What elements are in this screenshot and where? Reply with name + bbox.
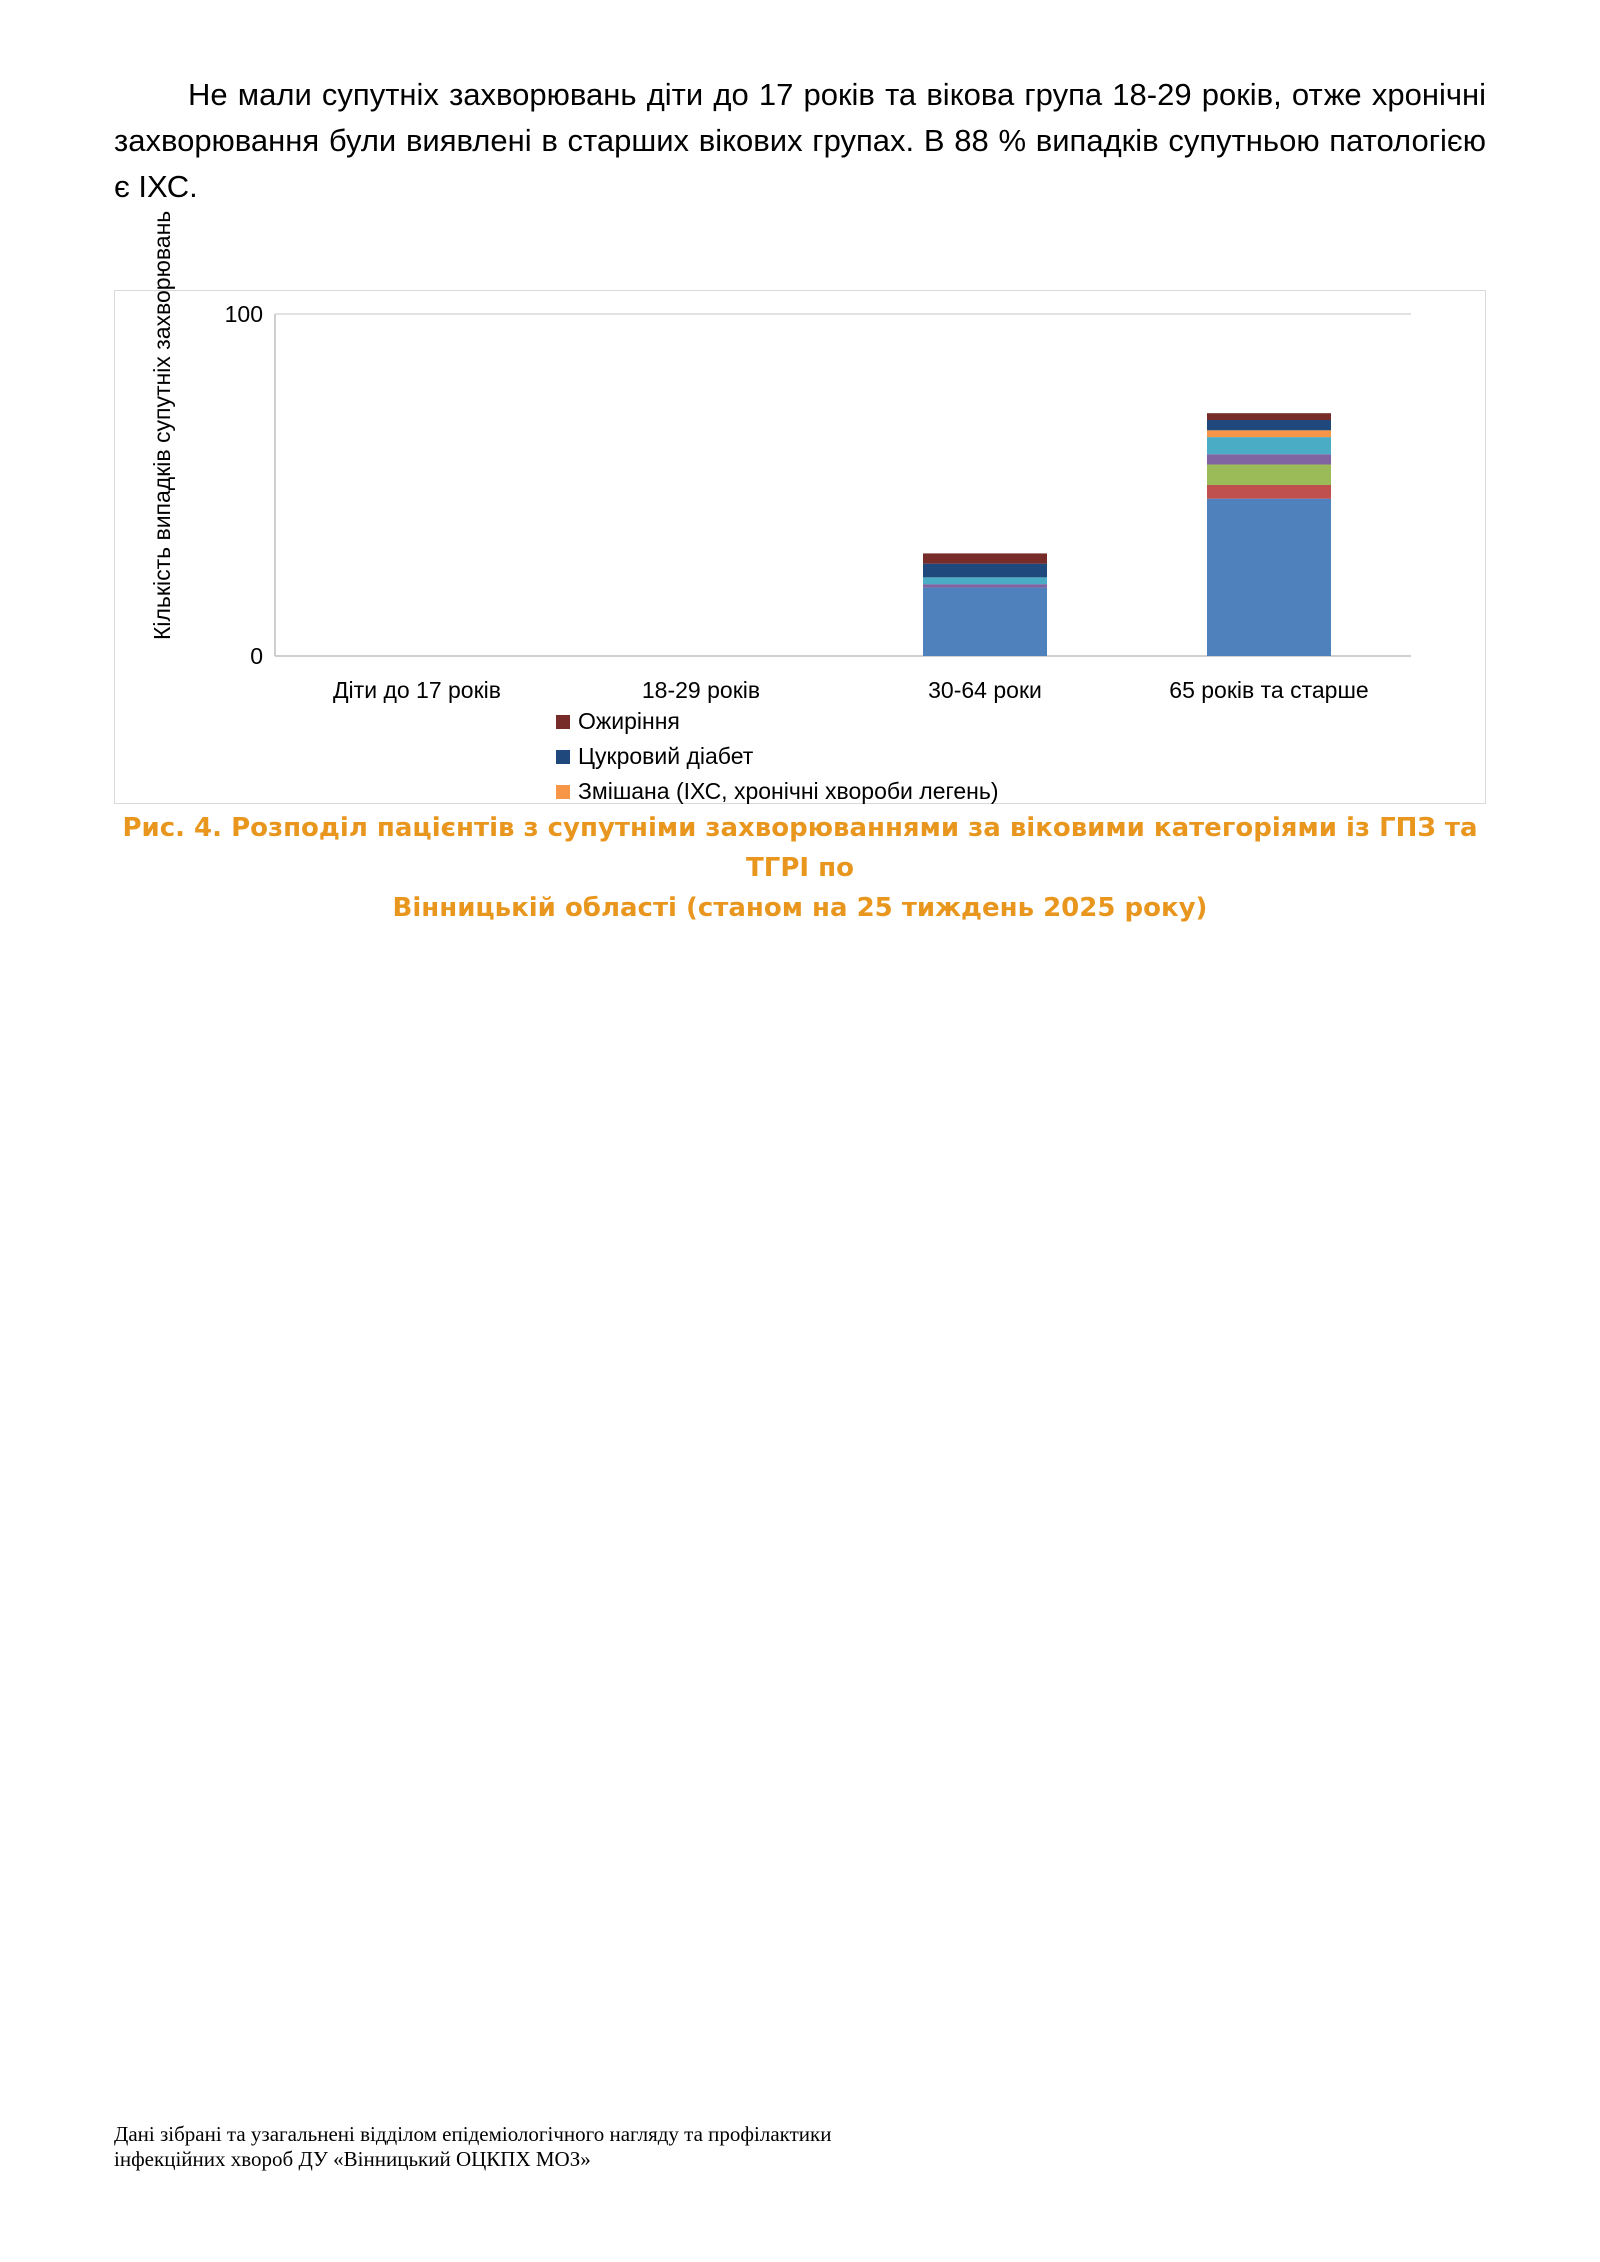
legend-item: Цукровий діабет: [556, 739, 999, 774]
y-tick-label: 0: [250, 643, 263, 669]
chart-frame: 0 100 Діти до 17 років 18-29 років 30-64 рок…: [114, 290, 1486, 804]
bar-segment: [1207, 413, 1331, 421]
bar-segment: [1207, 437, 1331, 455]
legend-item: Змішана (ІХС, хронічні хвороби легень): [556, 774, 999, 809]
bar-segment: [923, 587, 1047, 656]
legend-swatch: [556, 714, 570, 729]
figure-caption: Рис. 4. Розподіл пацієнтів з супутніми з…: [114, 808, 1486, 928]
footer-note: Дані зібрані та узагальнені відділом епі…: [114, 2122, 1014, 2172]
y-axis-label: Кількість випадків супутніх захворювань: [149, 210, 175, 640]
bar-segment: [923, 563, 1047, 578]
bar-segment: [1207, 498, 1331, 656]
y-axis-label-wrap: Кількість випадків супутніх захворювань: [112, 210, 212, 640]
caption-line: Рис. 4. Розподіл пацієнтів з супутніми з…: [122, 813, 1478, 883]
bar-segment: [1207, 464, 1331, 485]
x-tick-label: Діти до 17 років: [333, 677, 501, 703]
bar-segment: [1207, 430, 1331, 438]
x-tick-label: 18-29 років: [642, 677, 760, 703]
legend-label: Цукровий діабет: [578, 743, 754, 769]
footer-line: Дані зібрані та узагальнені відділом епі…: [114, 2122, 832, 2146]
legend-swatch: [556, 749, 570, 764]
legend-label: Ожиріння: [578, 708, 680, 734]
chart-legend: Ожиріння Цукровий діабет Змішана (ІХС, хро…: [556, 704, 999, 809]
x-tick-label: 30-64 роки: [928, 677, 1042, 703]
intro-paragraph: Не мали супутніх захворювань діти до 17 …: [114, 77, 1486, 204]
legend-item: Ожиріння: [556, 704, 999, 739]
bar-segment: [1207, 454, 1331, 465]
bar-segment: [1207, 420, 1331, 431]
bar-segment: [1207, 485, 1331, 499]
caption-line: Вінницькій області (станом на 25 тиждень…: [392, 893, 1208, 923]
bar-segment: [923, 553, 1047, 564]
bar-segment: [923, 584, 1047, 588]
legend-label: Змішана (ІХС, хронічні хвороби легень): [578, 778, 999, 804]
bar-segment: [923, 577, 1047, 585]
x-tick-label: 65 років та старше: [1169, 677, 1368, 703]
y-tick-label: 100: [225, 301, 263, 327]
footer-line: інфекційних хвороб ДУ «Вінницький ОЦКПХ …: [114, 2147, 591, 2171]
legend-swatch: [556, 784, 570, 799]
stacked-bar-chart: 0 100 Діти до 17 років 18-29 років 30-64 рок…: [225, 301, 1411, 703]
